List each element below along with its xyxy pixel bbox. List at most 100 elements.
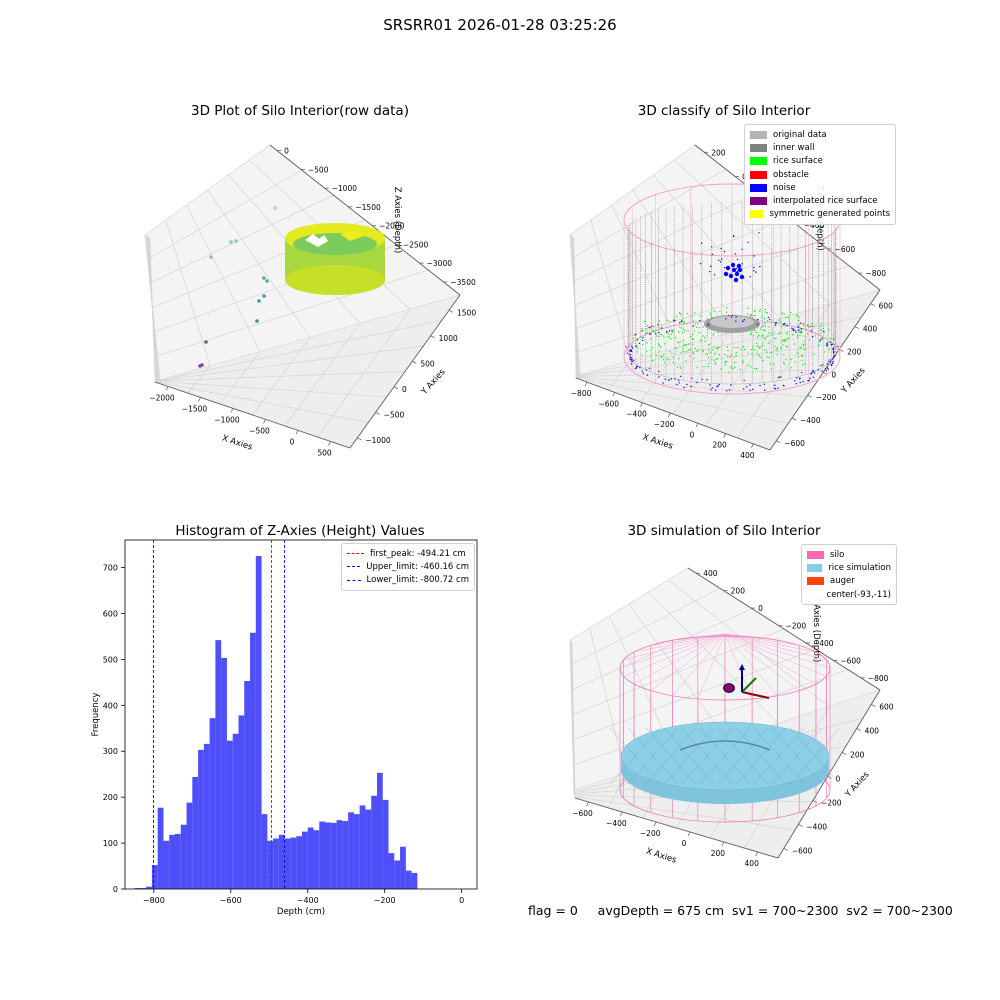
p2-rice-surface-point: [670, 333, 673, 335]
p2-rice-surface-point: [658, 344, 661, 347]
p2-interpolated-point: [837, 345, 839, 348]
histogram-bar: [238, 715, 245, 889]
p2-rice-surface-point: [750, 331, 752, 333]
p2-rice-surface-point: [786, 331, 788, 333]
p2-rice-surface-point: [658, 343, 660, 345]
p2-rice-surface-point: [767, 335, 769, 337]
p1-ztick-label: −500: [308, 165, 329, 174]
legend-label: interpolated rice surface: [773, 196, 878, 207]
p2-interpolated-point: [801, 371, 803, 374]
p2-noise-point: [630, 363, 633, 365]
p2-rice-surface-point: [824, 351, 826, 353]
legend-item: silo: [807, 548, 891, 561]
histogram-bar: [157, 807, 164, 889]
p2-noise-point: [791, 327, 793, 329]
p2-rice-surface-point: [782, 339, 784, 341]
p4-xlabel: X Axies: [645, 846, 678, 865]
p2-rice-surface-point: [762, 359, 764, 362]
p2-noise-point: [817, 369, 819, 371]
p2-rice-surface-point: [713, 332, 715, 335]
p2-rice-surface-point: [820, 324, 822, 327]
p4-ytick-label: −600: [792, 846, 813, 855]
p2-rice-surface-point: [775, 349, 777, 351]
p2-noise-cluster: [728, 273, 734, 279]
p2-xtick-label: 200: [712, 441, 727, 450]
p2-rice-surface-point: [698, 327, 700, 329]
p2-rice-surface-point: [761, 334, 764, 337]
p4-rice-mesh-line: [609, 727, 661, 785]
p2-rice-surface-point: [652, 329, 654, 332]
p1-surface-gap: [305, 234, 328, 247]
p2-rice-surface-point: [671, 331, 674, 333]
p2-rice-surface-point: [707, 366, 709, 368]
p1-z-axis-line: [269, 144, 461, 296]
p4-axis-arrowhead-z: [739, 664, 745, 670]
legend-item: Upper_limit: -460.16 cm: [347, 560, 469, 573]
p2-noise-cluster: [723, 271, 729, 277]
p2-rice-surface-point: [763, 322, 766, 324]
p4-ytick-label: 600: [879, 702, 894, 711]
p2-rice-surface-point: [800, 330, 802, 332]
p2-rice-surface-point: [799, 323, 801, 326]
p2-rice-surface-point: [759, 328, 762, 330]
p2-interpolated-point: [641, 330, 643, 332]
p2-rice-surface-point: [704, 340, 707, 343]
p1-outlier-point: [198, 364, 202, 368]
p2-rice-surface-point: [804, 340, 806, 342]
p4-silo-roof-line: [633, 633, 726, 685]
p2-noise-point: [833, 355, 835, 357]
legend-label: obstacle: [773, 169, 809, 180]
legend-swatch: [750, 143, 767, 152]
p2-noise-point: [732, 264, 735, 267]
histogram-bar: [307, 827, 314, 889]
histogram-chart: −800 −600 −400 −200 0 0 100 200 300 400 500 600 700 D…: [91, 539, 478, 917]
p2-xtick: [640, 402, 643, 407]
p2-rice-surface-point: [725, 311, 728, 313]
p4-xtick-label: −400: [606, 819, 627, 828]
p2-rice-surface-point: [666, 358, 668, 360]
p4-rice-mesh-line: [681, 727, 733, 785]
p2-noise-point: [827, 368, 829, 370]
histogram-bar: [290, 837, 297, 889]
p1-ytick-label: −500: [384, 410, 405, 419]
legend-swatch: [807, 550, 824, 559]
p2-interpolated-point: [822, 364, 824, 366]
p1-surface-patch: [340, 230, 364, 241]
p2-noise-point: [800, 331, 802, 333]
p2-rice-surface-point: [803, 325, 805, 327]
p2-noise-point: [821, 370, 823, 372]
status-avg-depth: avgDepth = 675 cm: [597, 903, 725, 918]
p2-rice-surface-point: [763, 318, 766, 320]
p2-noise-point: [832, 348, 834, 351]
p2-rice-surface-point: [683, 323, 685, 325]
p2-interpolated-point: [833, 338, 835, 340]
panel4-title: 3D simulation of Silo Interior: [627, 523, 821, 539]
p2-interpolated-point: [648, 367, 651, 370]
p2-ytick-label: −200: [816, 393, 837, 402]
p2-rice-surface-point: [669, 321, 671, 323]
p2-rice-surface-point: [773, 337, 775, 339]
p2-rice-surface-point: [752, 345, 754, 347]
p2-rice-surface-point: [801, 359, 803, 362]
p2-x-axis-line: [575, 377, 771, 451]
p4-silo-roof-line: [697, 633, 726, 700]
p2-rice-surface-point: [695, 326, 698, 328]
y-axis-label: Frequency: [91, 693, 101, 737]
p2-rice-surface-point: [682, 350, 684, 352]
p2-noise-point: [641, 370, 643, 372]
p2-rice-surface-point: [672, 361, 674, 364]
p2-noise-point: [678, 382, 680, 384]
p2-rice-surface-point: [646, 350, 648, 352]
p1-xtick: [328, 441, 331, 446]
p4-axis-arrow-x: [741, 691, 770, 699]
histogram-bar: [215, 640, 222, 889]
p2-noise-point: [753, 270, 755, 272]
legend-item: Lower_limit: -800.72 cm: [347, 574, 469, 587]
p2-rice-surface-point: [706, 332, 708, 334]
p2-rice-surface-point: [691, 343, 693, 345]
p2-rice-surface-point: [776, 347, 778, 349]
p2-interpolated-point: [767, 316, 770, 319]
p4-xtick-label: −200: [640, 829, 661, 838]
p2-rice-surface-point: [730, 354, 732, 356]
p2-rice-surface-point: [684, 330, 686, 332]
